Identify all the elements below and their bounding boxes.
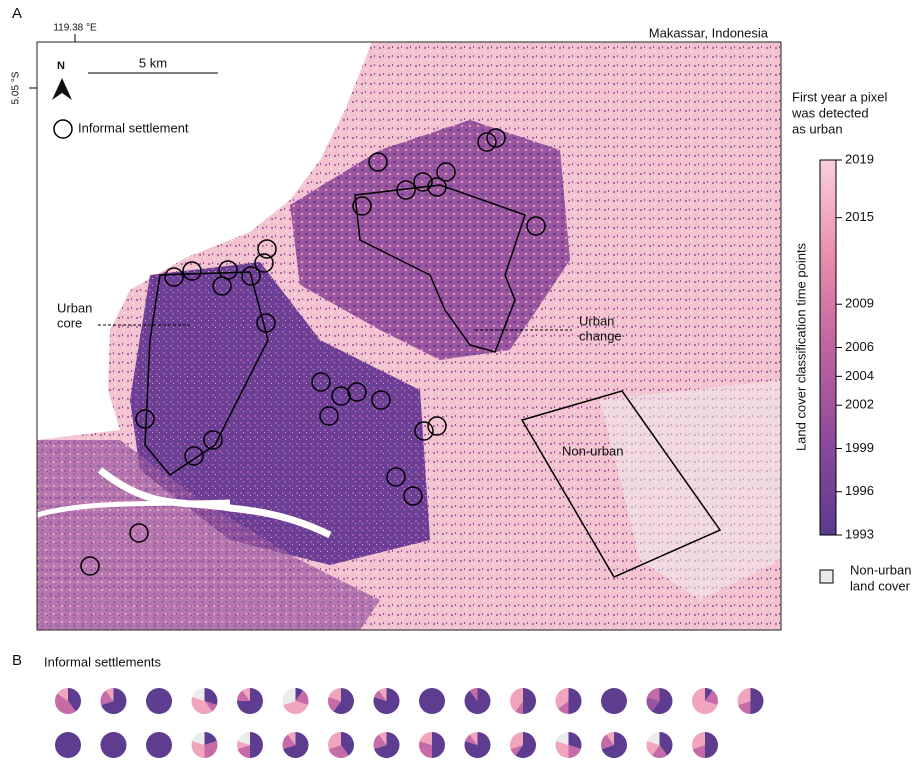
colorbar-tick-label: 1999 <box>845 440 874 455</box>
colorbar-tick-label: 2002 <box>845 397 874 412</box>
colorbar-title: First year a pixel <box>792 89 887 104</box>
colorbar-tick-label: 2004 <box>845 368 874 383</box>
figure: A 119.38 °E 5.05 °S Makassar, Indonesia … <box>0 0 920 759</box>
pie-slice <box>523 688 536 714</box>
colorbar-tick-label: 2009 <box>845 296 874 311</box>
pie-slice <box>751 688 764 714</box>
legend-swatch <box>820 570 833 583</box>
latitude-label: 5.05 °S <box>11 71 22 104</box>
region-label: core <box>57 315 82 330</box>
pie-slice <box>101 732 127 758</box>
legend-label: land cover <box>850 578 911 593</box>
colorbar-title: as urban <box>792 121 843 136</box>
pie-slice <box>419 688 445 714</box>
legend-label: Non-urban <box>850 562 911 577</box>
panel-label: B <box>12 652 22 669</box>
north-label: N <box>57 60 65 72</box>
scale-label: 5 km <box>139 55 167 70</box>
place-label: Makassar, Indonesia <box>649 25 769 40</box>
pie-slice <box>55 732 81 758</box>
colorbar-title: was detected <box>791 105 869 120</box>
legend-label: Informal settlement <box>78 120 189 135</box>
region-label: Urban <box>57 300 92 315</box>
page: A 119.38 °E 5.05 °S Makassar, Indonesia … <box>0 0 920 764</box>
region-label: change <box>579 328 622 343</box>
region-label: Non-urban <box>562 443 623 458</box>
pie-slice <box>569 688 582 714</box>
longitude-label: 119.38 °E <box>53 23 97 34</box>
pie-slice <box>146 732 172 758</box>
colorbar-tick-label: 2015 <box>845 209 874 224</box>
pie-slice <box>146 688 172 714</box>
panel-label: A <box>12 5 22 22</box>
colorbar-tick-label: 1996 <box>845 483 874 498</box>
region-label: Urban <box>579 313 614 328</box>
colorbar-axis-label: Land cover classification time points <box>793 242 808 451</box>
colorbar-tick-label: 2019 <box>845 151 874 166</box>
panel-title: Informal settlements <box>44 654 162 669</box>
colorbar <box>820 160 836 535</box>
pie-slice <box>250 732 263 758</box>
colorbar-tick-label: 1993 <box>845 526 874 541</box>
pie-slice <box>705 732 718 758</box>
pie-slice <box>465 688 491 714</box>
colorbar-tick-label: 2006 <box>845 339 874 354</box>
pie-slice <box>432 732 445 758</box>
pie-slice <box>601 688 627 714</box>
